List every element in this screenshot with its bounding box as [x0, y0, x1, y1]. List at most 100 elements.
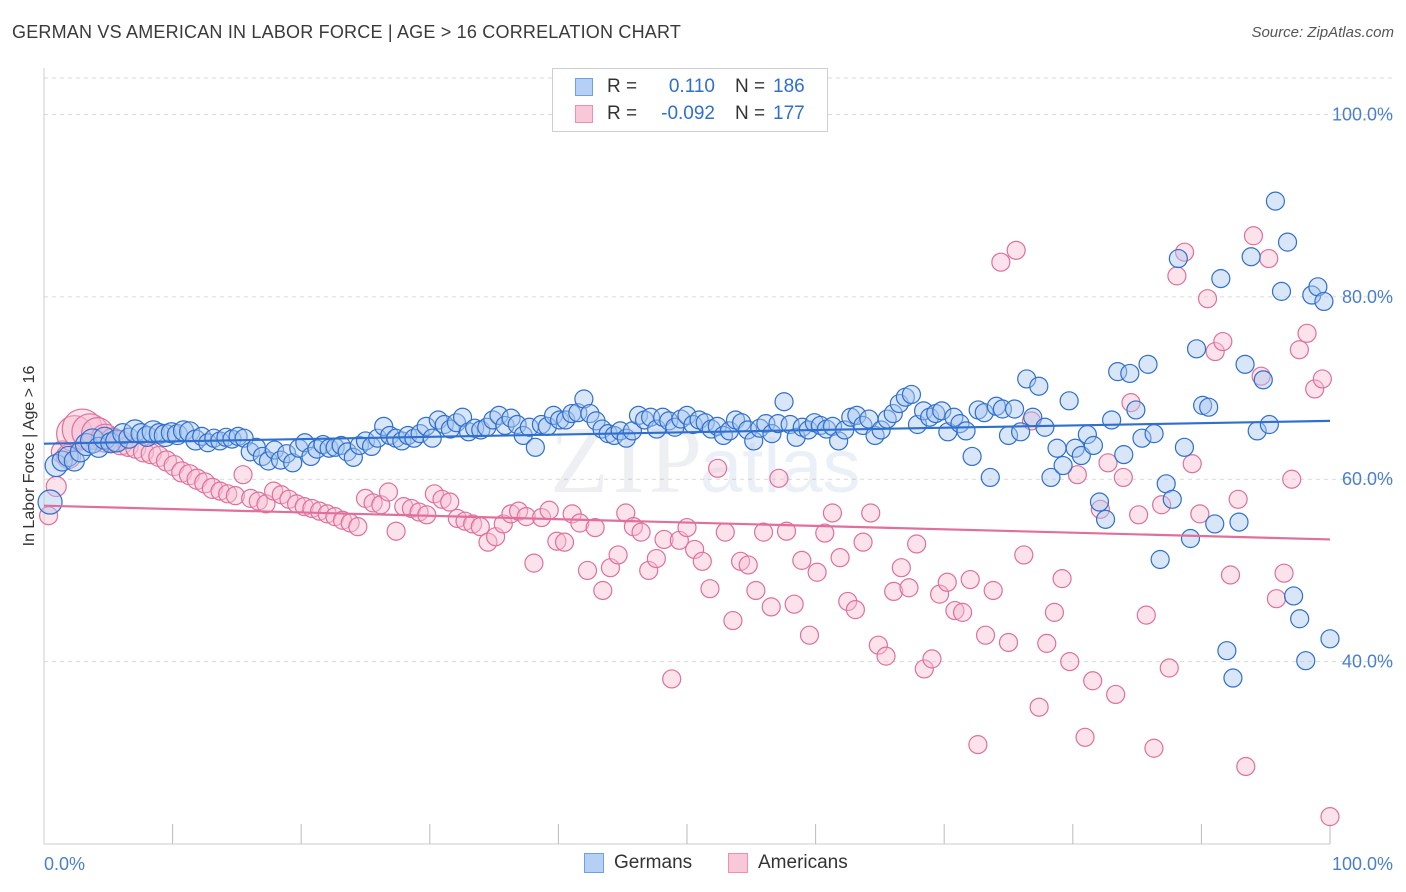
legend-n-label: N = — [735, 76, 766, 97]
americans-point-130 — [1029, 697, 1049, 717]
germans-point-193 — [1211, 269, 1231, 289]
americans-point-72 — [585, 517, 605, 538]
germans-points — [37, 191, 1340, 688]
y-tick-label-1: 60.0% — [1342, 469, 1393, 489]
germans-point-167 — [1053, 455, 1073, 476]
germans-point-179 — [1126, 400, 1146, 420]
americans-point-112 — [891, 558, 911, 578]
germans-point-182 — [1144, 424, 1164, 444]
americans-point-53 — [440, 492, 460, 512]
americans-point-60 — [493, 514, 513, 534]
germans-point-196 — [1229, 512, 1249, 532]
germans-point-52 — [355, 431, 376, 451]
americans-point-54 — [447, 508, 467, 529]
americans-point-98 — [784, 594, 804, 614]
germans-point-133 — [847, 405, 867, 426]
series-label-americans: Americans — [758, 852, 848, 873]
americans-point-97 — [776, 521, 797, 541]
series-swatch-americans — [728, 853, 748, 873]
americans-point-121 — [960, 569, 980, 590]
correlation-legend: R = 0.110 N = 186 R = -0.092 N = 177 — [552, 68, 828, 132]
source-label: Source: ZipAtlas.com — [1251, 24, 1394, 41]
americans-point-28 — [248, 491, 268, 511]
germans-point-161 — [1017, 369, 1037, 389]
americans-point-154 — [1213, 331, 1233, 352]
germans-point-178 — [1120, 363, 1140, 384]
germans-point-204 — [1277, 232, 1298, 252]
americans-point-163 — [1282, 469, 1302, 489]
germans-point-121 — [774, 392, 794, 412]
germans-point-130 — [829, 431, 849, 451]
y-tick-label-0: 40.0% — [1342, 652, 1393, 672]
germans-point-145 — [920, 407, 940, 427]
germans-point-194 — [1217, 641, 1237, 661]
series-label-germans: Germans — [614, 852, 693, 873]
americans-point-131 — [1037, 633, 1057, 653]
germans-point-185 — [1162, 489, 1182, 509]
americans-point-120 — [952, 602, 973, 622]
americans-point-151 — [1190, 504, 1210, 524]
americans-point-92 — [738, 555, 758, 575]
germans-point-159 — [1004, 399, 1025, 419]
americans-point-68 — [554, 532, 575, 552]
americans-point-119 — [945, 600, 965, 621]
americans-point-81 — [654, 529, 674, 550]
germans-point-88 — [574, 389, 594, 409]
americans-point-100 — [799, 625, 820, 645]
y-tick-label-3: 100.0% — [1332, 104, 1393, 124]
germans-point-139 — [883, 403, 903, 424]
americans-point-102 — [815, 523, 835, 543]
germans-point-168 — [1059, 391, 1079, 411]
americans-point-126 — [998, 632, 1019, 653]
legend-row-germans: R = 0.110 N = 186 — [575, 75, 805, 99]
legend-n-value: 186 — [773, 76, 805, 97]
americans-point-73 — [593, 580, 613, 601]
americans-point-148 — [1167, 266, 1187, 286]
series-legend-germans: Germans — [584, 852, 692, 874]
americans-point-116 — [922, 649, 942, 669]
americans-point-93 — [746, 580, 766, 601]
germans-point-192 — [1205, 514, 1225, 534]
americans-point-103 — [822, 503, 843, 523]
germans-point-183 — [1150, 549, 1170, 570]
americans-point-141 — [1113, 467, 1133, 488]
germans-point-175 — [1102, 410, 1122, 430]
germans-point-173 — [1089, 492, 1110, 512]
americans-point-45 — [378, 482, 399, 502]
germans-point-74 — [489, 405, 509, 426]
americans-point-46 — [386, 521, 406, 541]
germans-point-163 — [1029, 376, 1049, 396]
americans-point-104 — [830, 548, 850, 568]
legend-swatch-germans — [575, 78, 593, 96]
germans-point-210 — [1314, 291, 1334, 312]
germans-point-50 — [343, 447, 363, 467]
americans-point-135 — [1067, 465, 1087, 485]
americans-point-134 — [1060, 652, 1080, 672]
americans-point-89 — [715, 522, 735, 542]
germans-point-189 — [1186, 339, 1207, 359]
americans-point-133 — [1052, 569, 1072, 589]
americans-point-87 — [700, 579, 720, 599]
germans-point-191 — [1199, 397, 1219, 417]
americans-point-67 — [547, 531, 567, 551]
americans-point-153 — [1205, 341, 1225, 362]
americans-point-23 — [210, 481, 230, 501]
americans-point-24 — [218, 484, 238, 504]
americans-point-79 — [639, 560, 659, 581]
americans-point-166 — [1305, 379, 1325, 399]
germans-point-119 — [762, 424, 782, 444]
americans-point-82 — [662, 669, 682, 689]
americans-point-156 — [1228, 489, 1248, 509]
americans-point-108 — [861, 503, 881, 523]
americans-point-43 — [363, 493, 383, 513]
americans-point-132 — [1044, 602, 1065, 622]
americans-point-86 — [692, 551, 712, 571]
americans-point-70 — [570, 513, 590, 533]
chart-title: GERMAN VS AMERICAN IN LABOR FORCE | AGE … — [12, 22, 682, 42]
y-tick-labels: 40.0% 60.0% 80.0% 100.0% — [1332, 104, 1393, 671]
americans-point-105 — [838, 591, 858, 612]
germans-point-198 — [1241, 247, 1261, 267]
legend-n-label: N = — [735, 103, 766, 124]
americans-point-124 — [983, 580, 1003, 601]
americans-point-115 — [914, 659, 934, 679]
